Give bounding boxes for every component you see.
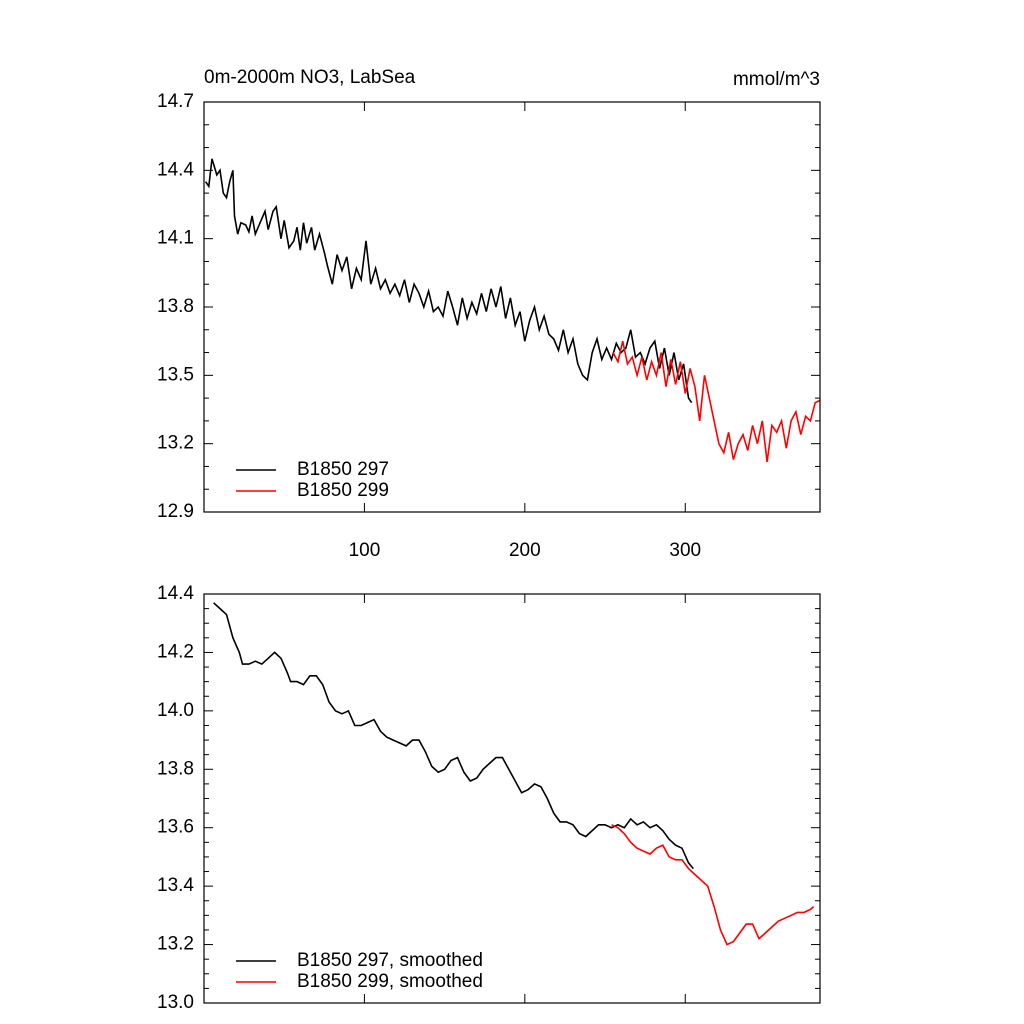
y-tick-label: 13.6 xyxy=(157,817,194,838)
y-tick-label: 13.2 xyxy=(157,934,194,955)
y-tick-label: 13.8 xyxy=(157,758,194,779)
y-tick-label: 14.4 xyxy=(157,159,194,180)
legend-label: B1850 299, smoothed xyxy=(297,971,483,992)
y-tick-label: 13.4 xyxy=(157,875,194,896)
y-tick-label: 14.2 xyxy=(157,641,194,662)
y-tick-label: 12.9 xyxy=(157,501,194,522)
chart-title: 0m-2000m NO3, LabSea xyxy=(204,67,416,88)
legend-label: B1850 299 xyxy=(297,480,389,501)
x-tick-label: 200 xyxy=(509,540,541,561)
series-line xyxy=(612,341,821,463)
y-tick-label: 14.1 xyxy=(157,228,194,249)
legend-label: B1850 297 xyxy=(297,459,389,480)
y-tick-label: 14.4 xyxy=(157,583,194,604)
plot-frame xyxy=(203,593,821,1004)
legend-label: B1850 297, smoothed xyxy=(297,950,483,971)
y-tick-label: 13.5 xyxy=(157,364,194,385)
y-tick-label: 13.2 xyxy=(157,433,194,454)
x-tick-label: 300 xyxy=(669,540,701,561)
y-tick-label: 13.8 xyxy=(157,296,194,317)
series-line xyxy=(204,158,693,404)
units-label: mmol/m^3 xyxy=(733,69,820,90)
series-line xyxy=(611,824,815,946)
y-tick-label: 13.0 xyxy=(157,992,194,1013)
series-line xyxy=(213,602,694,870)
plot-frame xyxy=(203,101,821,513)
x-tick-label: 100 xyxy=(349,540,381,561)
y-tick-label: 14.7 xyxy=(157,91,194,112)
y-tick-label: 14.0 xyxy=(157,700,194,721)
